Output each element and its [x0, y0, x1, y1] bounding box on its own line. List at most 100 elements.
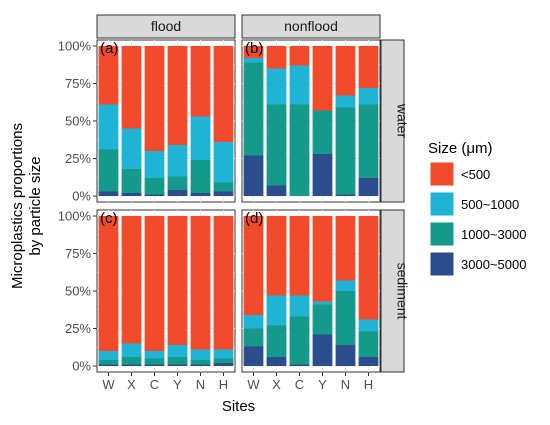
x-tick-label: H [219, 377, 228, 392]
bar-segment-H-<500 [213, 216, 234, 350]
panel-flood-sediment: (c) [96, 209, 236, 373]
y-tick-label: 0% [72, 189, 91, 204]
column-strip-flood [96, 14, 236, 39]
bar-segment-C-1000~3000 [289, 104, 310, 196]
bar-segment-Y-1000~3000 [167, 357, 188, 365]
legend: Size (μm) <500 500~1000 1000~3000 3000~5000 [428, 140, 526, 277]
bar-segment-X-3000~5000 [266, 357, 287, 366]
bar-segment-Y-<500 [312, 216, 333, 302]
column-strip-label: flood [151, 18, 181, 34]
bar-segment-H-1000~3000 [358, 104, 379, 178]
y-tick-label: 50% [65, 284, 91, 299]
bar-segment-X-3000~5000 [121, 364, 142, 366]
row-strip-label: water [395, 103, 411, 139]
bar-segment-C-<500 [144, 216, 165, 351]
bar-segment-X-1000~3000 [121, 169, 142, 193]
bar-segment-Y-3000~5000 [167, 190, 188, 196]
legend-label: 500~1000 [461, 197, 519, 212]
bar-segment-N-<500 [190, 216, 211, 350]
legend-swatch [429, 221, 455, 247]
bar-segment-C-500~1000 [144, 351, 165, 359]
bar-segment-W-3000~5000 [98, 364, 119, 366]
bar-segment-N-3000~5000 [335, 345, 356, 366]
bar-segment-Y-500~1000 [167, 345, 188, 357]
bar-segment-X-3000~5000 [266, 185, 287, 196]
bar-segment-W-1000~3000 [243, 62, 264, 156]
bar-segment-N-<500 [335, 216, 356, 281]
bar-segment-W-500~1000 [98, 351, 119, 360]
y-tick-label: 100% [58, 209, 92, 224]
bar-segment-N-<500 [190, 46, 211, 117]
bar-segment-W-500~1000 [98, 104, 119, 150]
bar-segment-Y-<500 [312, 46, 333, 111]
y-tick-label: 75% [65, 76, 91, 91]
bar-segment-N-1000~3000 [190, 360, 211, 365]
row-strip-label: sediment [395, 263, 411, 320]
bar-segment-N-1000~3000 [335, 291, 356, 345]
bar-segment-W-3000~5000 [98, 191, 119, 196]
bar-segment-X-500~1000 [266, 68, 287, 105]
bar-segment-C-<500 [289, 46, 310, 66]
legend-swatch [429, 161, 455, 187]
y-tick-label: 25% [65, 321, 91, 336]
x-tick-label: C [150, 377, 159, 392]
bar-segment-C-3000~5000 [144, 194, 165, 196]
bar-segment-H-500~1000 [213, 142, 234, 183]
legend-label: 3000~5000 [461, 257, 526, 272]
bar-segment-X-3000~5000 [121, 193, 142, 196]
bar-segment-N-3000~5000 [190, 364, 211, 366]
row-strip-sediment [380, 209, 405, 373]
bar-segment-X-500~1000 [266, 295, 287, 326]
facet-strips-layer: flood nonflood water sediment [96, 14, 411, 373]
legend-label: <500 [461, 167, 490, 182]
bar-segment-W-<500 [98, 46, 119, 105]
bar-segment-X-500~1000 [121, 128, 142, 169]
x-tick-label: X [272, 377, 281, 392]
bar-segment-H-500~1000 [358, 319, 379, 332]
bar-segment-H-<500 [213, 46, 234, 142]
x-tick-label: N [196, 377, 205, 392]
y-tick-label: 75% [65, 246, 91, 261]
x-tick-label: Y [318, 377, 327, 392]
bar-segment-H-3000~5000 [358, 178, 379, 196]
x-tick-label: X [127, 377, 136, 392]
bar-segment-Y-500~1000 [312, 301, 333, 305]
y-axis-title-line-2: by particle size [27, 156, 44, 255]
bar-segment-W-1000~3000 [98, 360, 119, 365]
bar-segment-W-3000~5000 [243, 155, 264, 196]
bar-segment-H-1000~3000 [213, 358, 234, 363]
bar-segment-Y-3000~5000 [312, 154, 333, 196]
legend-title: Size (μm) [428, 140, 492, 157]
bar-segment-W-<500 [243, 216, 264, 315]
y-tick-label: 100% [58, 39, 92, 54]
bar-segment-N-1000~3000 [335, 107, 356, 195]
bar-segment-Y-3000~5000 [312, 334, 333, 366]
bar-segment-W-<500 [98, 216, 119, 351]
x-tick-label: C [295, 377, 304, 392]
bar-segment-H-<500 [358, 46, 379, 88]
legend-swatch [429, 251, 455, 277]
panel-nonflood-water: (b) [241, 39, 381, 203]
panels-layer: (a) (b) (c) (d) [96, 39, 381, 373]
bar-segment-X-1000~3000 [121, 357, 142, 365]
row-strip-water [380, 39, 405, 203]
bar-segment-H-3000~5000 [213, 363, 234, 366]
y-tick-label: 50% [65, 114, 91, 129]
bar-segment-W-3000~5000 [243, 346, 264, 366]
bar-segment-X-<500 [266, 46, 287, 69]
bar-segment-Y-<500 [167, 216, 188, 345]
bar-segment-Y-500~1000 [167, 145, 188, 177]
bar-segment-W-500~1000 [243, 58, 264, 63]
bar-segment-H-3000~5000 [213, 191, 234, 196]
bar-segment-C-1000~3000 [289, 316, 310, 365]
bar-segment-W-<500 [243, 46, 264, 58]
bar-segment-C-1000~3000 [144, 358, 165, 365]
bar-segment-Y-3000~5000 [167, 364, 188, 366]
bar-segment-C-3000~5000 [144, 364, 165, 366]
bar-segment-H-3000~5000 [358, 357, 379, 366]
bar-segment-X-500~1000 [121, 343, 142, 357]
bar-segment-X-<500 [121, 46, 142, 129]
bar-segment-X-1000~3000 [266, 104, 287, 186]
